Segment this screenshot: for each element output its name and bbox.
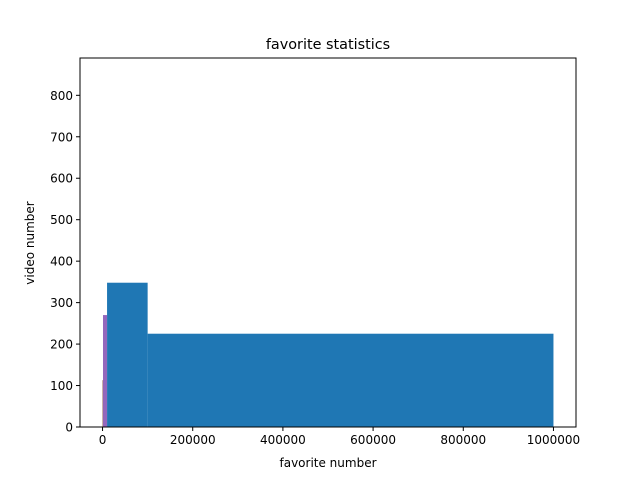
y-tick-label: 500	[50, 213, 73, 227]
y-tick-label: 200	[50, 338, 73, 352]
plot-area	[102, 282, 554, 427]
y-tick-label: 700	[50, 130, 73, 144]
x-axis: 0 200000 400000 600000 800000 1000000	[99, 427, 580, 447]
y-tick-label: 400	[50, 255, 73, 269]
histogram-bar	[102, 315, 108, 427]
y-tick-label: 600	[50, 172, 73, 186]
x-tick-label: 0	[99, 433, 107, 447]
y-tick-label: 100	[50, 379, 73, 393]
x-tick-label: 400000	[260, 433, 306, 447]
histogram-bar	[107, 282, 148, 427]
x-tick-label: 800000	[440, 433, 486, 447]
histogram-bar	[102, 380, 104, 427]
plot-frame	[79, 57, 577, 428]
x-tick-label: 600000	[350, 433, 396, 447]
chart-title: favorite statistics	[266, 37, 390, 53]
y-axis: 0 100 200 300 400 500 600 700 800	[50, 89, 80, 435]
y-tick-label: 300	[50, 296, 73, 310]
x-tick-label: 200000	[170, 433, 216, 447]
histogram-bar	[147, 333, 554, 427]
x-axis-label: favorite number	[279, 456, 376, 470]
x-tick-label: 1000000	[527, 433, 580, 447]
y-tick-label: 0	[65, 421, 73, 435]
y-axis-label: video number	[23, 201, 37, 284]
y-tick-label: 800	[50, 89, 73, 103]
